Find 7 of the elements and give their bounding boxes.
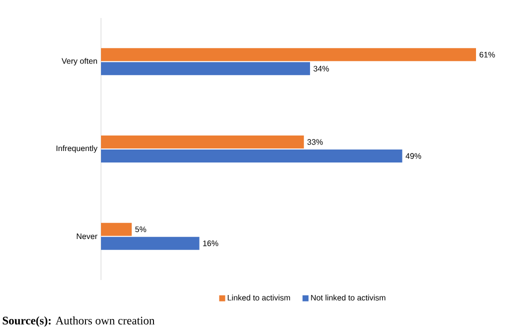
text: Source(s): Authors own creation xyxy=(2,316,155,327)
bar xyxy=(101,48,476,62)
bar xyxy=(101,150,402,162)
bar xyxy=(101,222,132,236)
bar xyxy=(101,236,200,250)
bar xyxy=(101,62,310,76)
bar xyxy=(101,136,304,148)
